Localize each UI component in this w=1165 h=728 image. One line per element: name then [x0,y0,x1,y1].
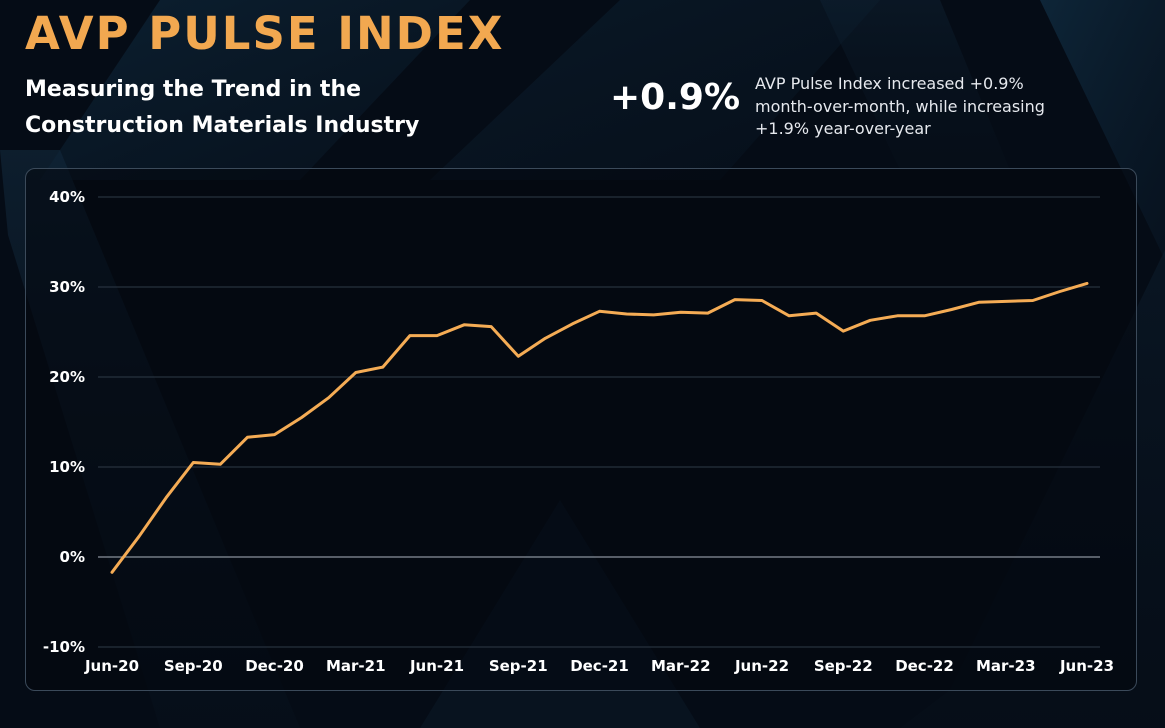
x-tick-label: Jun-21 [409,657,464,675]
x-tick-label: Dec-20 [245,657,304,675]
y-tick-label: 40% [49,188,85,206]
x-tick-label: Jun-20 [84,657,139,675]
month-over-month-change: +0.9% [610,77,741,118]
summary-text: AVP Pulse Index increased +0.9% month-ov… [755,74,1045,138]
x-tick-label: Sep-20 [164,657,223,675]
x-tick-label: Mar-22 [651,657,711,675]
y-tick-label: 20% [49,368,85,386]
page-title: AVP PULSE INDEX [25,7,505,60]
chart-panel [25,168,1137,691]
x-tick-label: Jun-22 [734,657,789,675]
x-tick-label: Sep-22 [814,657,873,675]
page-subtitle: Measuring the Trend in the Construction … [25,77,420,138]
x-tick-label: Dec-21 [570,657,629,675]
y-tick-label: 30% [49,278,85,296]
x-tick-label: Mar-21 [326,657,386,675]
x-tick-label: Mar-23 [976,657,1036,675]
x-tick-label: Jun-23 [1059,657,1114,675]
y-tick-label: 0% [60,548,85,566]
y-tick-label: -10% [43,638,85,656]
y-tick-label: 10% [49,458,85,476]
series-line [110,281,1089,574]
x-tick-label: Dec-22 [895,657,954,675]
x-tick-label: Sep-21 [489,657,548,675]
